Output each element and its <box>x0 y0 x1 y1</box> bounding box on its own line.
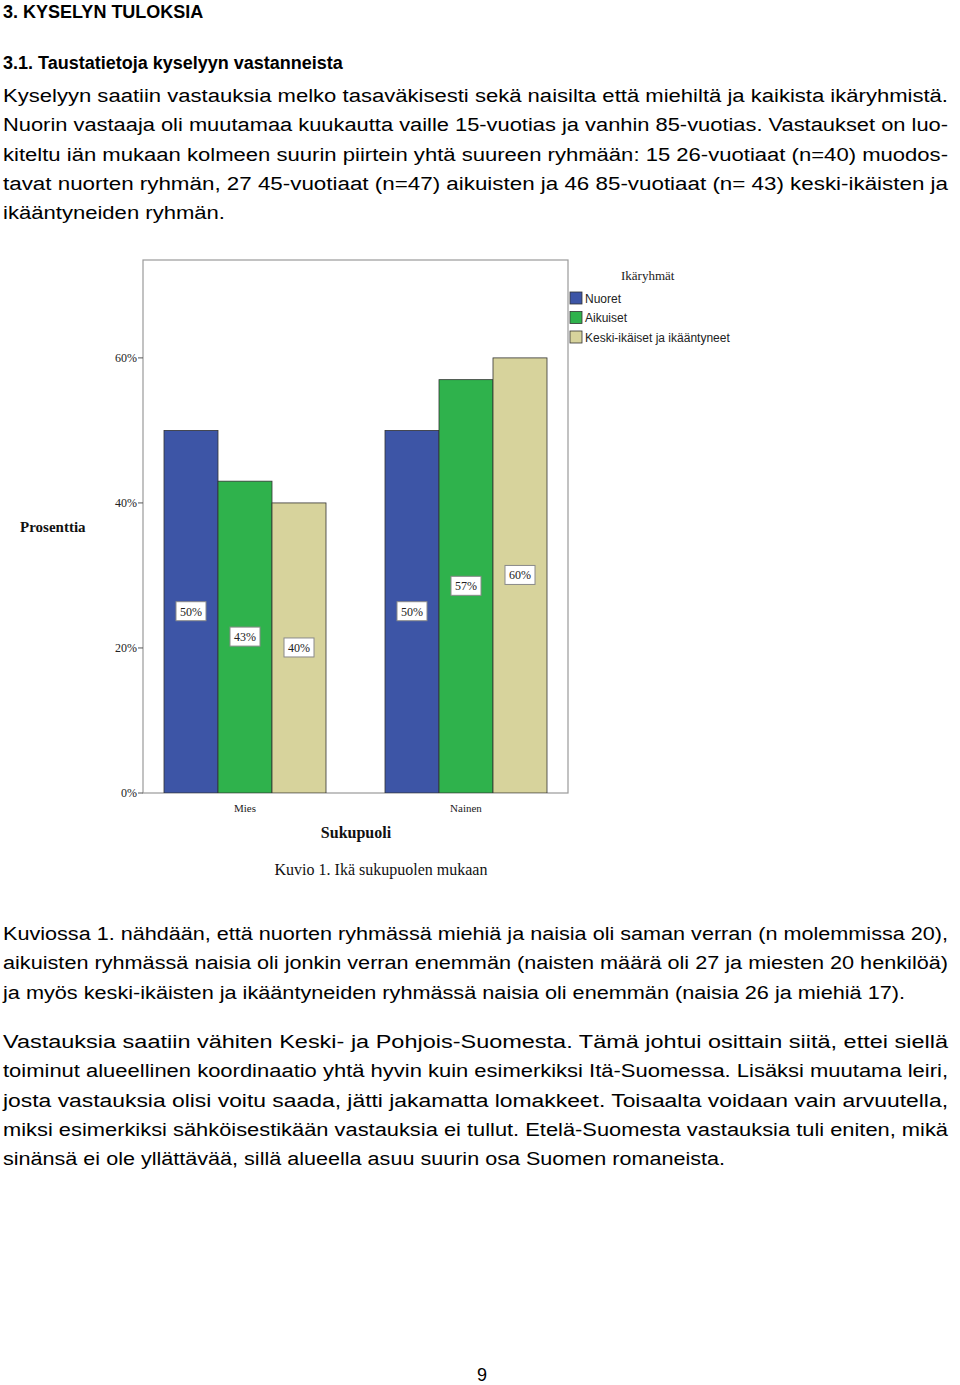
bar <box>218 481 272 793</box>
paragraph-line: toiminut alueellinen koordinaatio yhtä h… <box>3 1061 948 1081</box>
x-tick-label: Mies <box>234 802 256 814</box>
y-tick-label: 60% <box>115 351 137 365</box>
y-tick <box>138 647 143 648</box>
legend-label: Aikuiset <box>585 311 628 325</box>
data-label-box <box>284 638 314 657</box>
paragraph-line: aikuisten ryhmässä naisia oli jonkin ver… <box>3 953 948 973</box>
paragraph-line: Nuorin vastaaja oli muutamaa kuukautta v… <box>3 115 948 135</box>
bar <box>493 358 547 793</box>
paragraph: Vastauksia saatiin vähiten Keski- ja Poh… <box>2 1032 950 1169</box>
data-label: 57% <box>455 579 477 593</box>
paragraph-line: kiteltu iän mukaan kolmeen suurin piirte… <box>3 145 948 165</box>
page-number: 9 <box>477 1365 487 1385</box>
y-tick <box>138 502 143 503</box>
y-tick <box>138 357 143 358</box>
page-canvas: 3. KYSELYN TULOKSIA 3.1. Taustatietoja ky… <box>0 0 960 1385</box>
data-label-box <box>505 565 535 584</box>
legend-swatch <box>570 312 582 324</box>
legend-title: Ikäryhmät <box>621 268 675 283</box>
y-tick-label: 40% <box>115 496 137 510</box>
bar <box>385 430 439 793</box>
x-tick-label: Nainen <box>450 802 482 814</box>
paragraph-line: Kuviossa 1. nähdään, että nuorten ryhmäs… <box>3 924 948 944</box>
subheading: 3.1. Taustatietoja kyselyyn vastanneista <box>3 53 344 73</box>
bars <box>164 358 547 793</box>
y-tick <box>138 793 143 794</box>
legend-swatch <box>570 331 582 343</box>
legend-label: Nuoret <box>585 292 622 306</box>
plot-frame <box>143 260 568 793</box>
paragraph-line: sinänsä ei ole yllättävää, sillä alueell… <box>3 1149 725 1169</box>
y-axis-label: Prosenttia <box>20 519 86 535</box>
paragraph-line: tavat nuorten ryhmän, 27 45-vuotiaat (n=… <box>3 174 949 194</box>
paragraph-line: josta vastauksia olisi voitu saada, jätt… <box>2 1091 948 1111</box>
data-label-box <box>230 627 260 646</box>
data-label-box <box>397 602 427 621</box>
paragraph-line: Vastauksia saatiin vähiten Keski- ja Poh… <box>3 1032 949 1052</box>
data-label-box <box>451 576 481 595</box>
paragraph-line: ja myös keski-ikäisten ja ikääntyneiden … <box>2 983 905 1003</box>
x-axis-label: Sukupuoli <box>321 824 392 842</box>
paragraph: Kyselyyn saatiin vastauksia melko tasavä… <box>3 86 949 223</box>
legend: Ikäryhmät Nuoret Aikuiset Keski-ikäiset ja … <box>570 268 730 345</box>
data-label: 40% <box>288 641 310 655</box>
page: {"document": { "heading": "3. KYSELYN TU… <box>0 0 960 1385</box>
data-labels: 50% 50% 43% 57% 40% 60% <box>176 565 535 657</box>
data-label: 50% <box>180 605 202 619</box>
bar <box>272 503 326 793</box>
paragraph-line: Kyselyyn saatiin vastauksia melko tasavä… <box>3 86 948 106</box>
data-label-box <box>176 602 206 621</box>
legend-label: Keski-ikäiset ja ikääntyneet <box>585 331 730 345</box>
heading: 3. KYSELYN TULOKSIA <box>3 2 203 22</box>
data-label: 43% <box>234 630 256 644</box>
y-tick-label: 0% <box>121 786 137 800</box>
paragraph-line: miksi esimerkiksi sähköisestikään vastau… <box>3 1120 949 1140</box>
chart: 0% 20% 40% 60% Prosenttia 50% 50% 43% 57% 40% 60% M… <box>20 260 730 879</box>
y-tick-label: 20% <box>115 641 137 655</box>
caption: Kuvio 1. Ikä sukupuolen mukaan <box>275 861 488 879</box>
data-label: 50% <box>401 605 423 619</box>
bar <box>439 380 493 793</box>
paragraph-line: ikääntyneiden ryhmän. <box>3 203 225 223</box>
paragraph: Kuviossa 1. nähdään, että nuorten ryhmäs… <box>2 924 948 1003</box>
data-label: 60% <box>509 568 531 582</box>
legend-swatch <box>570 292 582 304</box>
bar <box>164 430 218 793</box>
